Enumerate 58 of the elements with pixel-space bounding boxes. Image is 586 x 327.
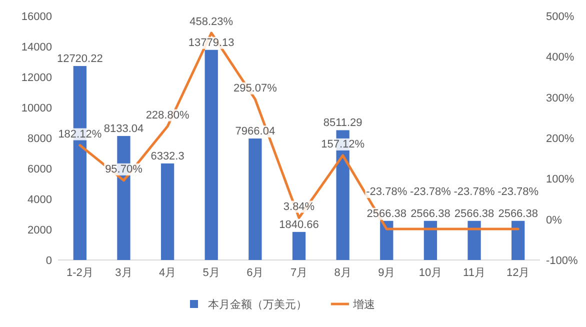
y-tick-label: 6000	[28, 164, 52, 176]
legend-label: 增速	[352, 298, 375, 311]
y2-tick-label: 100%	[546, 174, 574, 186]
bar	[512, 220, 525, 260]
y-tick-label: 16000	[21, 11, 52, 23]
data-label: 2566.38	[454, 208, 494, 220]
y-tick-label: 14000	[21, 42, 52, 54]
data-label: 12720.22	[56, 53, 103, 66]
x-tick-label: 6月	[246, 267, 264, 279]
data-label: 8511.29	[323, 117, 362, 130]
x-tick-label: 12月	[506, 267, 530, 279]
legend-label: 本月金额（万美元）	[208, 298, 307, 311]
bar	[292, 232, 306, 260]
data-label: 1840.66	[279, 218, 319, 231]
y-tick-label: 8000	[28, 133, 52, 145]
data-label: 8133.04	[104, 122, 144, 135]
x-tick-label: 3月	[115, 267, 132, 279]
y-tick-label: 0	[46, 255, 52, 267]
bar	[468, 220, 481, 260]
y-tick-label: 2000	[28, 224, 52, 236]
data-label: 157.12%	[321, 138, 365, 150]
data-label: 295.07%	[233, 82, 278, 94]
bar	[380, 220, 394, 260]
data-label: 2566.38	[498, 208, 538, 220]
x-tick-label: 11月	[463, 267, 486, 279]
data-label: 182.12%	[58, 128, 102, 140]
data-label: 458.23%	[190, 16, 234, 28]
data-label: 95.70%	[105, 163, 143, 176]
x-tick-label: 5月	[202, 267, 220, 279]
data-label: -23.78%	[454, 186, 495, 198]
bar	[248, 138, 262, 260]
y2-tick-label: 200%	[546, 133, 574, 145]
y2-tick-label: 400%	[546, 52, 574, 64]
y2-tick-label: 0%	[546, 214, 562, 226]
y-tick-label: 4000	[28, 194, 52, 206]
data-label: 228.80%	[146, 109, 190, 122]
y2-tick-label: 500%	[546, 11, 574, 23]
x-tick-label: 8月	[334, 267, 352, 279]
x-tick-label: 1-2月	[66, 267, 94, 279]
x-tick-label: 9月	[378, 267, 396, 279]
bar	[160, 163, 174, 260]
y2-tick-label: 300%	[546, 92, 574, 104]
x-tick-label: 7月	[290, 267, 308, 279]
x-tick-label: 10月	[418, 267, 442, 279]
data-label: 3.84%	[283, 200, 315, 213]
data-label: -23.78%	[498, 186, 539, 198]
bar	[424, 220, 438, 260]
data-label: 13779.13	[188, 36, 234, 49]
data-label: 2566.38	[366, 208, 407, 220]
data-label: 2566.38	[410, 208, 450, 220]
x-tick-label: 4月	[158, 267, 176, 279]
data-label: 6332.3	[150, 150, 184, 162]
data-label: -23.78%	[410, 186, 452, 198]
y-tick-label: 12000	[21, 72, 52, 84]
y2-tick-label: -100%	[546, 255, 578, 267]
data-label: -23.78%	[366, 186, 408, 198]
data-label: 7966.04	[235, 126, 276, 138]
y-tick-label: 10000	[21, 102, 52, 114]
